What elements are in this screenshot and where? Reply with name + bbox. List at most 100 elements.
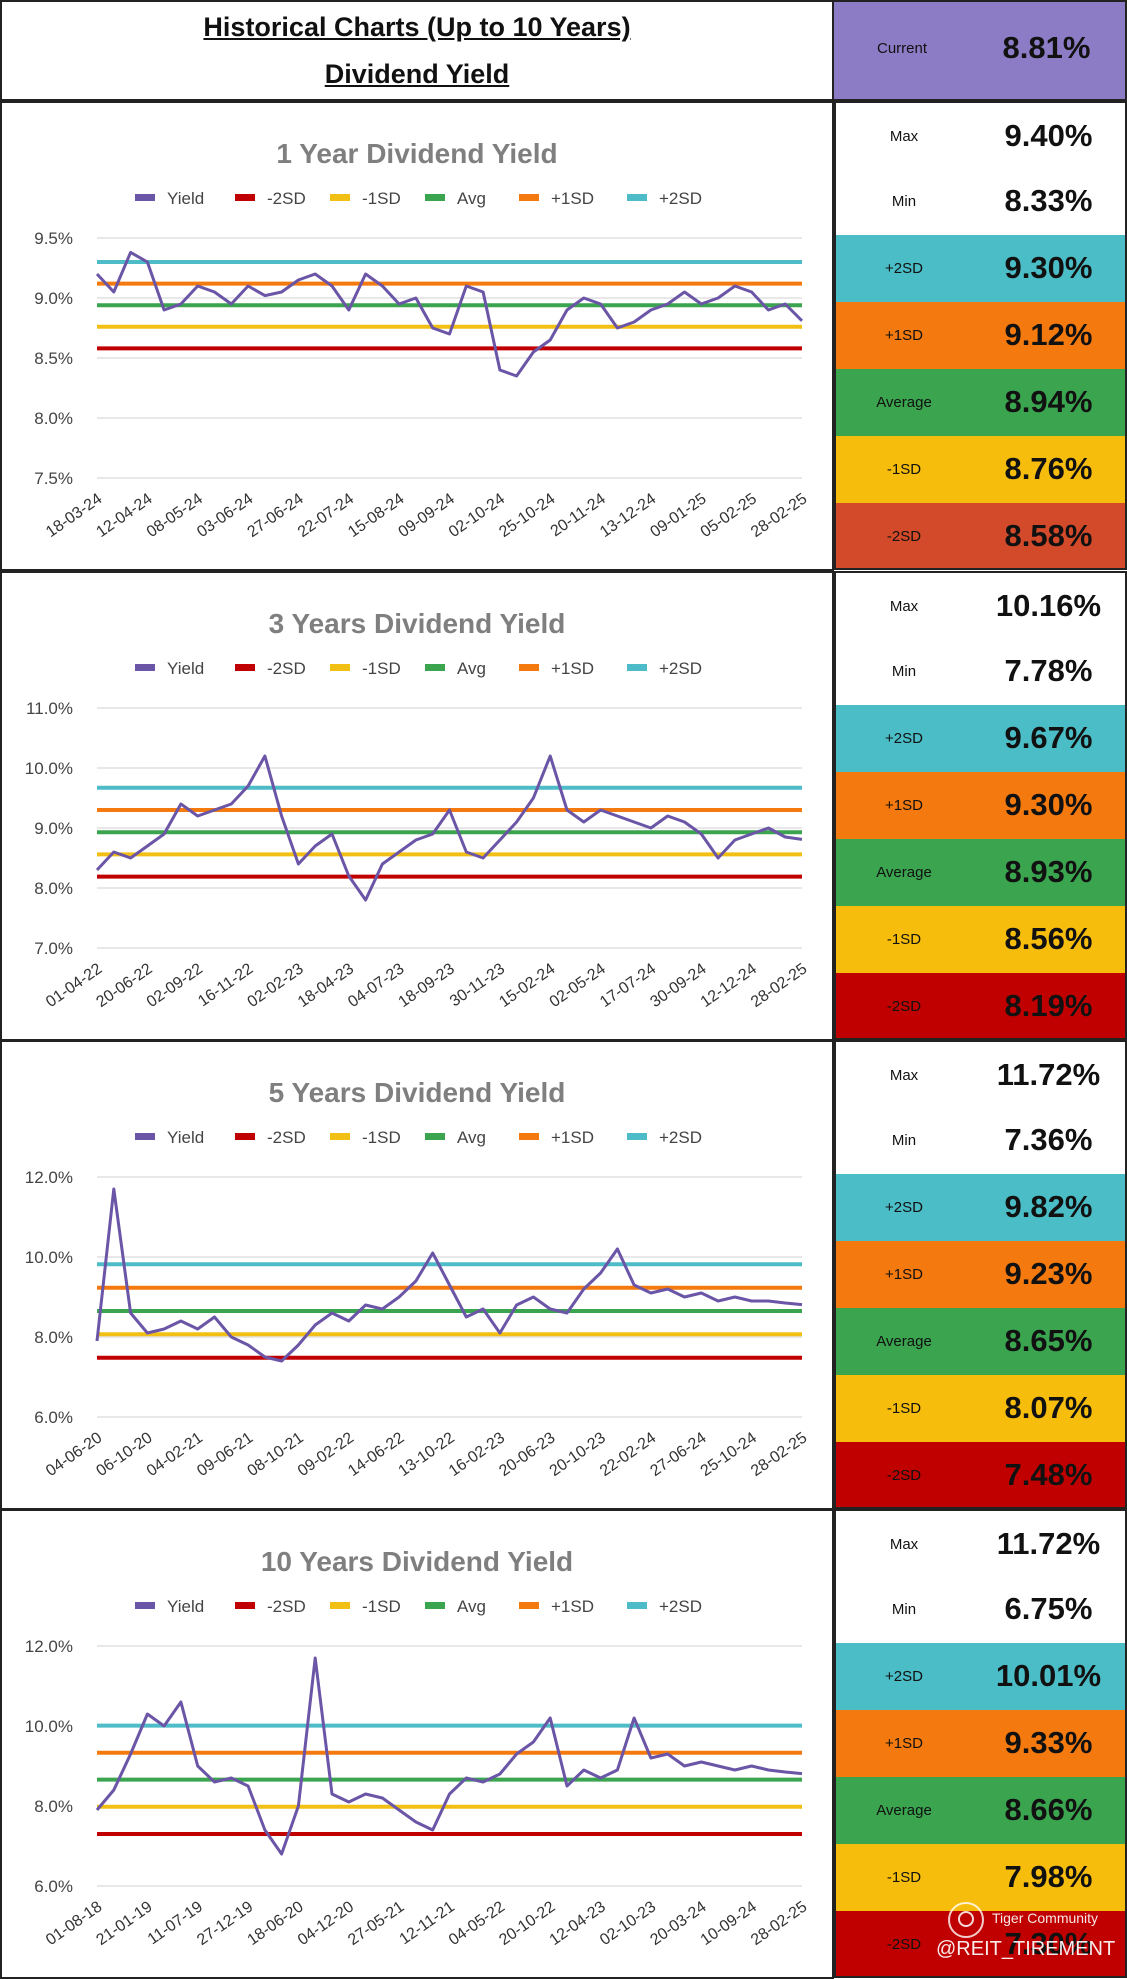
x-tick-label: 08-05-24 (144, 490, 206, 541)
legend-swatch-plus1sd (519, 664, 539, 671)
legend-label-avg: Avg (457, 659, 486, 678)
legend-swatch-minus2sd (235, 1133, 255, 1140)
stat-value: 10.16% (995, 587, 1102, 623)
chart-title: 3 Years Dividend Yield (269, 608, 566, 639)
stat-row-min: Min 6.75% (834, 1576, 1127, 1643)
current-yield-cell: Current 8.81% (832, 0, 1127, 101)
stat-label: Average (876, 1801, 932, 1819)
stat-value: 9.82% (1004, 1188, 1093, 1224)
x-tick-label: 13-10-22 (396, 1429, 458, 1480)
yield-series-line (95, 1187, 803, 1363)
legend-swatch-plus1sd (519, 1133, 539, 1140)
x-tick-label: 02-10-24 (446, 490, 508, 541)
x-tick-label: 20-10-23 (547, 1429, 609, 1480)
x-tick-label: 01-04-22 (43, 960, 105, 1011)
x-tick-label: 18-06-20 (245, 1898, 307, 1949)
chart-svg: 10 Years Dividend Yield Yield -2SD -1SD Avg +… (25, 1546, 811, 1949)
legend-swatch-yield (135, 664, 155, 671)
legend-label-plus2sd: +2SD (659, 189, 702, 208)
stat-label: Min (891, 1131, 917, 1149)
x-tick-label: 04-02-21 (144, 1429, 206, 1480)
watermark-handle: @REIT_TIREMENT (936, 1938, 1116, 1960)
page-header: Historical Charts (Up to 10 Years) Divid… (0, 0, 834, 101)
y-tick-label: 12.0% (25, 1168, 73, 1187)
legend-label-yield: Yield (167, 1128, 204, 1147)
legend-label-minus1sd: -1SD (362, 189, 401, 208)
legend-label-avg: Avg (457, 1128, 486, 1147)
stat-label: +2SD (885, 259, 923, 277)
x-tick-label: 20-11-24 (548, 490, 609, 540)
legend-label-plus1sd: +1SD (551, 1597, 594, 1616)
x-tick-label: 03-06-24 (194, 490, 256, 541)
x-axis: 04-06-2006-10-2004-02-2109-06-2108-10-21… (43, 1429, 810, 1480)
chart-legend: Yield -2SD -1SD Avg +1SD +2SD (135, 659, 702, 678)
y-axis: 7.0% 8.0% 9.0% 10.0% 11.0% (25, 699, 802, 958)
stat-label: Min (891, 1600, 917, 1618)
y-tick-label: 10.0% (25, 1717, 73, 1736)
legend-swatch-minus2sd (235, 1602, 255, 1609)
chart-panel-3: 5 Years Dividend Yield Yield -2SD -1SD Avg +1… (0, 1040, 834, 1510)
legend-swatch-yield (135, 1133, 155, 1140)
x-tick-label: 02-09-22 (144, 960, 206, 1011)
legend-label-minus2sd: -2SD (267, 189, 306, 208)
x-tick-label: 09-06-21 (194, 1429, 256, 1480)
x-tick-label: 17-07-24 (597, 960, 659, 1011)
stat-label: +1SD (885, 326, 923, 344)
x-tick-label: 12-11-21 (397, 1898, 458, 1948)
y-tick-label: 10.0% (25, 759, 73, 778)
stat-value: 11.72% (996, 1056, 1101, 1092)
x-tick-label: 12-12-24 (698, 960, 760, 1011)
y-tick-label: 7.0% (34, 939, 73, 958)
y-tick-label: 10.0% (25, 1248, 73, 1267)
x-tick-label: 27-06-24 (245, 490, 307, 541)
x-tick-label: 28-02-25 (748, 960, 810, 1011)
stat-value: 9.30% (1004, 786, 1093, 822)
stat-value: 7.48% (1004, 1456, 1093, 1492)
stat-value: 8.07% (1004, 1389, 1093, 1425)
x-axis: 01-04-2220-06-2202-09-2216-11-2202-02-23… (43, 960, 810, 1011)
x-tick-label: 28-02-25 (748, 1429, 810, 1480)
x-tick-label: 06-10-20 (93, 1429, 155, 1480)
stat-value: 6.75% (1004, 1590, 1093, 1626)
legend-swatch-minus2sd (235, 664, 255, 671)
legend-label-minus2sd: -2SD (267, 1597, 306, 1616)
stat-label: Min (891, 192, 917, 210)
x-tick-label: 04-05-22 (446, 1898, 508, 1949)
x-tick-label: 28-02-25 (748, 490, 810, 541)
x-tick-label: 02-10-23 (597, 1898, 659, 1949)
stat-value: 8.19% (1004, 987, 1093, 1023)
chart-svg: 1 Year Dividend Yield Yield -2SD -1SD Avg +1S… (34, 138, 810, 541)
stat-value: 9.30% (1004, 249, 1093, 285)
x-tick-label: 11-07-19 (145, 1898, 206, 1948)
x-tick-label: 18-04-23 (295, 960, 357, 1011)
y-axis: 7.5% 8.0% 8.5% 9.0% 9.5% (34, 229, 802, 488)
stat-label: Max (889, 597, 919, 615)
stat-label: +1SD (885, 1265, 923, 1283)
x-tick-label: 20-06-23 (496, 1429, 558, 1480)
legend-swatch-yield (135, 194, 155, 201)
stat-label: -2SD (886, 1466, 922, 1484)
stat-value: 8.94% (1004, 383, 1093, 419)
x-tick-label: 04-06-20 (43, 1429, 105, 1480)
legend-swatch-avg (425, 194, 445, 201)
legend-label-plus1sd: +1SD (551, 189, 594, 208)
x-tick-label: 09-02-22 (295, 1429, 357, 1480)
stat-label: Max (889, 1535, 919, 1553)
chart-panel-4: 10 Years Dividend Yield Yield -2SD -1SD Avg +… (0, 1509, 834, 1979)
x-tick-label: 27-12-19 (194, 1898, 256, 1949)
stat-value: 8.56% (1004, 920, 1093, 956)
legend-swatch-minus1sd (330, 1602, 350, 1609)
x-axis: 01-08-1821-01-1911-07-1927-12-1918-06-20… (43, 1898, 810, 1949)
y-tick-label: 7.5% (34, 469, 73, 488)
stat-row-min: Min 8.33% (834, 168, 1127, 235)
stat-row-max: Max 9.40% (834, 101, 1127, 168)
chart-panel-1: 1 Year Dividend Yield Yield -2SD -1SD Avg +1S… (0, 101, 834, 571)
x-tick-label: 15-08-24 (345, 490, 407, 541)
x-tick-label: 02-02-23 (245, 960, 307, 1011)
stat-label: +1SD (885, 796, 923, 814)
legend-label-plus2sd: +2SD (659, 659, 702, 678)
x-tick-label: 25-10-24 (496, 490, 558, 541)
stat-value: 10.01% (995, 1657, 1102, 1693)
legend-swatch-minus1sd (330, 1133, 350, 1140)
stat-row-minus2sd: -2SD 8.58% (834, 503, 1127, 570)
